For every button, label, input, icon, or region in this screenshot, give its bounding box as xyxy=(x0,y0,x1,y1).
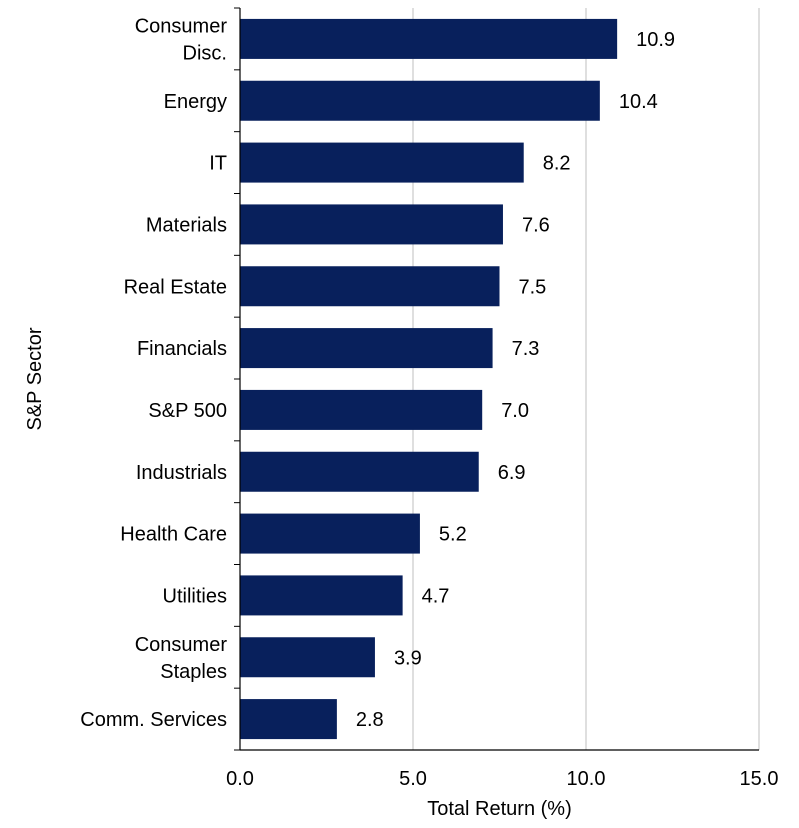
category-label: Utilities xyxy=(163,585,227,607)
category-label: Consumer Disc. xyxy=(135,15,228,64)
data-label: 7.0 xyxy=(501,400,529,422)
grid-lines xyxy=(412,8,760,750)
data-label: 5.2 xyxy=(439,524,467,546)
category-label: Energy xyxy=(164,91,227,113)
data-label: 8.2 xyxy=(543,153,571,175)
category-label: IT xyxy=(209,153,227,175)
data-label: 7.5 xyxy=(519,276,547,298)
bars xyxy=(240,18,618,740)
bar xyxy=(240,266,500,307)
category-label: Real Estate xyxy=(124,276,227,298)
x-tick-label: 15.0 xyxy=(740,768,779,790)
category-label: Consumer Staples xyxy=(135,634,228,683)
x-tick-label: 5.0 xyxy=(399,768,427,790)
y-axis-title: S&P Sector xyxy=(24,327,46,430)
x-tick-label: 0.0 xyxy=(226,768,254,790)
bar xyxy=(240,451,479,492)
data-label: 7.3 xyxy=(512,338,540,360)
bar xyxy=(240,699,337,740)
axes xyxy=(234,7,759,751)
bar xyxy=(240,204,503,245)
data-label: 7.6 xyxy=(522,214,550,236)
data-label: 10.4 xyxy=(619,91,658,113)
data-label: 3.9 xyxy=(394,647,422,669)
data-label: 2.8 xyxy=(356,709,384,731)
bar xyxy=(240,142,524,183)
labels: 10.9 Consumer Disc. 10.4 Energy 8.2 IT 7.6 Mater… xyxy=(80,15,778,790)
category-label: Health Care xyxy=(120,524,227,546)
category-label: Industrials xyxy=(136,462,227,484)
bar xyxy=(240,575,403,616)
data-label: 6.9 xyxy=(498,462,526,484)
data-label: 10.9 xyxy=(636,29,675,51)
category-label: Financials xyxy=(137,338,227,360)
bar xyxy=(240,513,420,554)
bar xyxy=(240,328,493,369)
bar xyxy=(240,80,600,121)
category-label: Materials xyxy=(146,214,227,236)
x-tick-label: 10.0 xyxy=(567,768,606,790)
category-label: Comm. Services xyxy=(80,709,227,731)
bar xyxy=(240,389,483,430)
bar xyxy=(240,637,375,678)
bar xyxy=(240,18,618,59)
x-axis-title: Total Return (%) xyxy=(427,798,572,820)
category-label: S&P 500 xyxy=(148,400,227,422)
data-label: 4.7 xyxy=(422,585,450,607)
